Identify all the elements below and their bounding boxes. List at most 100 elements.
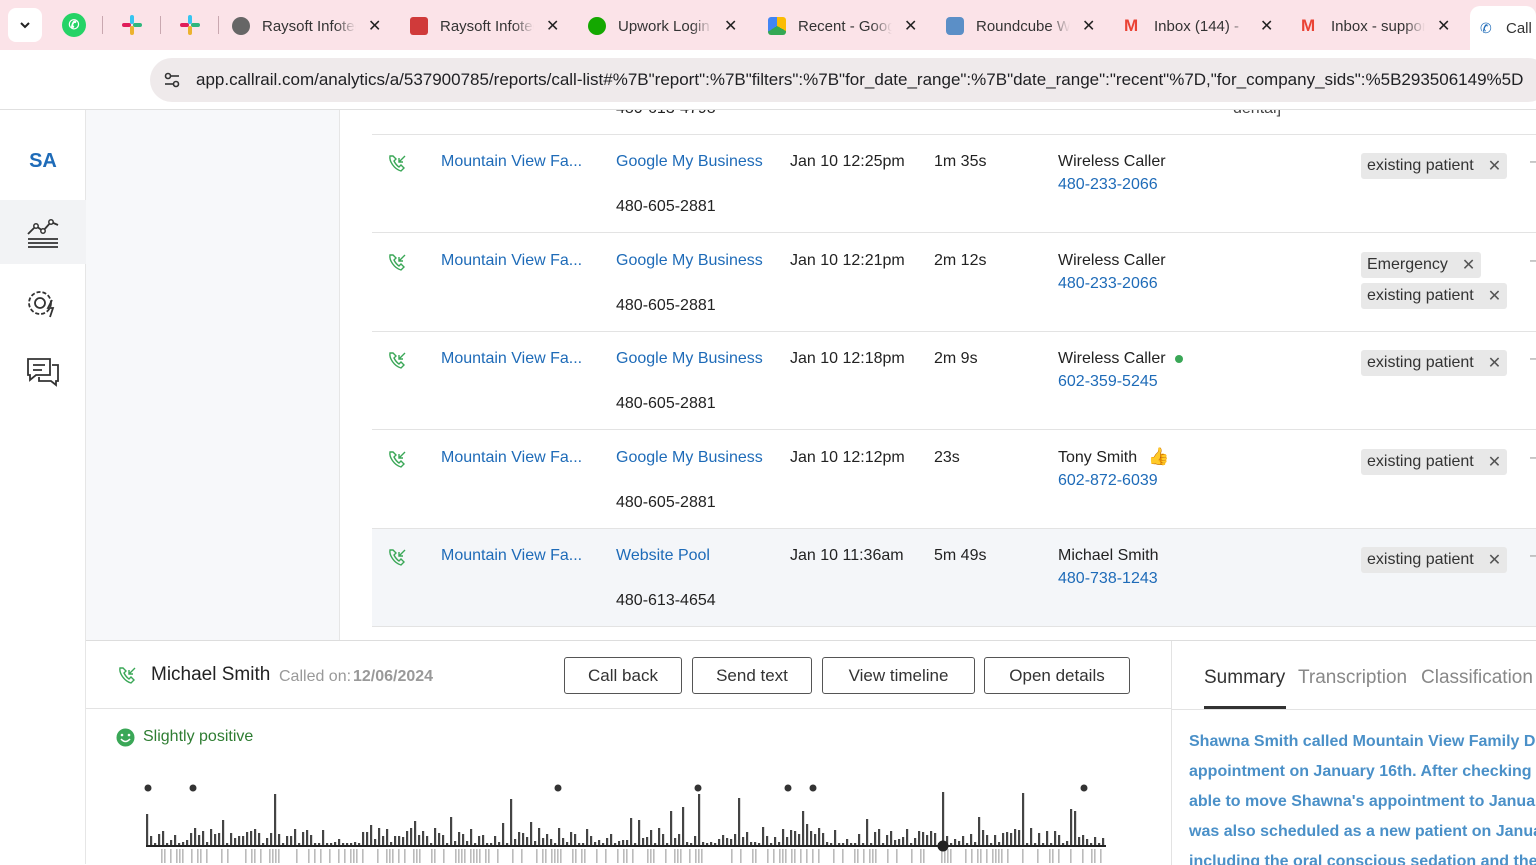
company-link[interactable]: Mountain View Fa... (441, 547, 583, 564)
browser-tab[interactable]: Upwork Login ✕ (578, 8, 754, 44)
row-more[interactable]: – (1530, 350, 1536, 368)
company-link[interactable]: Mountain View Fa... (441, 252, 583, 269)
tag-label: existing patient (1367, 287, 1474, 304)
google-drive-icon (768, 17, 786, 35)
browser-tab[interactable]: M Inbox - support ✕ (1301, 16, 1451, 36)
summary-line: able to move Shawna's appointment to Jan… (1189, 793, 1536, 810)
called-on-label: Called on: (279, 668, 352, 685)
messages-nav[interactable] (0, 340, 86, 404)
caller-phone-link[interactable]: 602-872-6039 (1058, 472, 1158, 489)
caller-phone-link[interactable]: 480-233-2066 (1058, 275, 1158, 292)
view-timeline-button[interactable]: View timeline (822, 657, 975, 694)
inbound-call-icon (386, 547, 408, 574)
tracking-number: 480-605-2881 (616, 198, 716, 215)
browser-tab[interactable]: Roundcube Webmail ✕ (936, 8, 1112, 44)
tag-label: Emergency (1367, 256, 1448, 273)
caller-name: Wireless Caller (1058, 153, 1166, 170)
tab-classification[interactable]: Classification (1421, 667, 1533, 688)
remove-tag-icon[interactable]: ✕ (1487, 288, 1502, 305)
caller-name: Wireless Caller (1058, 350, 1166, 367)
close-icon[interactable]: ✕ (904, 18, 918, 35)
source-link[interactable]: Google My Business (616, 350, 763, 367)
table-row[interactable]: Mountain View Fa... Google My Business 480… (372, 135, 1536, 233)
open-details-button[interactable]: Open details (984, 657, 1130, 694)
call-tag: existing patient ✕ (1361, 449, 1508, 475)
caller-phone-link[interactable]: 480-233-2066 (1058, 176, 1158, 193)
analytics-nav[interactable] (0, 200, 86, 264)
source-link[interactable]: Website Pool (616, 547, 710, 564)
row-more[interactable]: – (1530, 252, 1536, 270)
tag-label: existing patient (1367, 157, 1474, 174)
table-row[interactable]: Mountain View Fa... Google My Business 480… (372, 431, 1536, 529)
roundcube-icon (946, 17, 964, 35)
tab-search-button[interactable] (8, 8, 42, 42)
browser-tab[interactable]: M Inbox (144) - ✕ (1124, 16, 1274, 36)
summary-line: appointment on January 16th. After check… (1189, 763, 1536, 780)
gear-lightning-icon (28, 291, 55, 318)
remove-tag-icon[interactable]: ✕ (1487, 454, 1502, 471)
browser-tab-active[interactable]: ✆ Call (1470, 6, 1536, 50)
source-link[interactable]: Google My Business (616, 449, 763, 466)
remove-tag-icon[interactable]: ✕ (1487, 552, 1502, 569)
close-icon[interactable]: ✕ (1082, 18, 1096, 35)
company-link[interactable]: Mountain View Fa... (441, 449, 583, 466)
call-waveform[interactable] (141, 779, 1121, 865)
close-icon[interactable]: ✕ (546, 18, 560, 35)
site-info-icon[interactable] (162, 70, 182, 90)
call-duration: 5m 49s (934, 547, 987, 564)
summary-line: Shawna Smith called Mountain View Family… (1189, 733, 1536, 750)
close-icon[interactable]: ✕ (724, 18, 738, 35)
send-text-button[interactable]: Send text (692, 657, 812, 694)
graduation-cap-icon (410, 17, 428, 35)
company-link[interactable]: Mountain View Fa... (441, 153, 583, 170)
globe-icon (232, 17, 250, 35)
source-link[interactable]: Google My Business (616, 252, 763, 269)
filter-pane (86, 110, 340, 640)
row-more[interactable]: – (1530, 547, 1536, 565)
tracking-number: 480-613-4654 (616, 592, 716, 609)
caller-name: Michael Smith (151, 664, 271, 685)
call-detail-header: Michael Smith Called on: 12/06/2024 Call… (86, 641, 1171, 709)
call-datetime: Jan 10 12:12pm (790, 449, 905, 466)
remove-tag-icon[interactable]: ✕ (1461, 257, 1476, 274)
phone-icon: ✆ (1480, 20, 1492, 36)
caller-phone-link[interactable]: 602-359-5245 (1058, 373, 1158, 390)
source-link[interactable]: Google My Business (616, 153, 763, 170)
browser-tab[interactable]: Recent - Google Drive ✕ (758, 8, 934, 44)
tag-label: existing patient (1367, 551, 1474, 568)
url-bar[interactable]: app.callrail.com/analytics/a/537900785/r… (150, 58, 1536, 102)
tracking-number: 480-605-2881 (616, 494, 716, 511)
whatsapp-icon[interactable]: ✆ (62, 13, 86, 37)
table-row[interactable]: Mountain View Fa... Google My Business 480… (372, 234, 1536, 332)
remove-tag-icon[interactable]: ✕ (1487, 355, 1502, 372)
close-icon[interactable]: ✕ (368, 18, 382, 35)
call-back-button[interactable]: Call back (564, 657, 682, 694)
call-duration: 23s (934, 449, 960, 466)
table-row[interactable]: Mountain View Fa... Google My Business 480… (372, 332, 1536, 430)
close-icon[interactable]: ✕ (1260, 18, 1274, 35)
upwork-icon (588, 17, 606, 35)
inbound-call-icon (386, 350, 408, 377)
caller-name: Tony Smith (1058, 449, 1138, 466)
row-more[interactable]: – (1530, 449, 1536, 467)
slack-icon[interactable] (178, 13, 202, 37)
row-more[interactable]: – (1530, 153, 1536, 171)
slack-icon[interactable] (120, 13, 144, 37)
tracking-number: 480-605-2881 (616, 395, 716, 412)
inbound-call-icon (386, 153, 408, 180)
browser-tab[interactable]: Raysoft Infotech ✕ (222, 8, 398, 44)
tab-summary[interactable]: Summary (1204, 667, 1286, 688)
tag-label: existing patient (1367, 453, 1474, 470)
close-icon[interactable]: ✕ (1437, 18, 1451, 35)
remove-tag-icon[interactable]: ✕ (1487, 158, 1502, 175)
company-link[interactable]: Mountain View Fa... (441, 350, 583, 367)
settings-nav[interactable] (0, 272, 86, 336)
chat-bubbles-icon (27, 358, 59, 387)
browser-tab[interactable]: Raysoft Infotech ✕ (400, 8, 576, 44)
summary-line: was also scheduled as a new patient on J… (1189, 823, 1536, 840)
account-initials[interactable]: SA (29, 150, 57, 172)
caller-phone-link[interactable]: 480-738-1243 (1058, 570, 1158, 587)
table-row[interactable]: 480-613-4798 dental] (372, 110, 1536, 135)
tab-transcription[interactable]: Transcription (1298, 667, 1408, 688)
table-row[interactable]: Mountain View Fa... Website Pool 480-613-4… (372, 529, 1536, 627)
